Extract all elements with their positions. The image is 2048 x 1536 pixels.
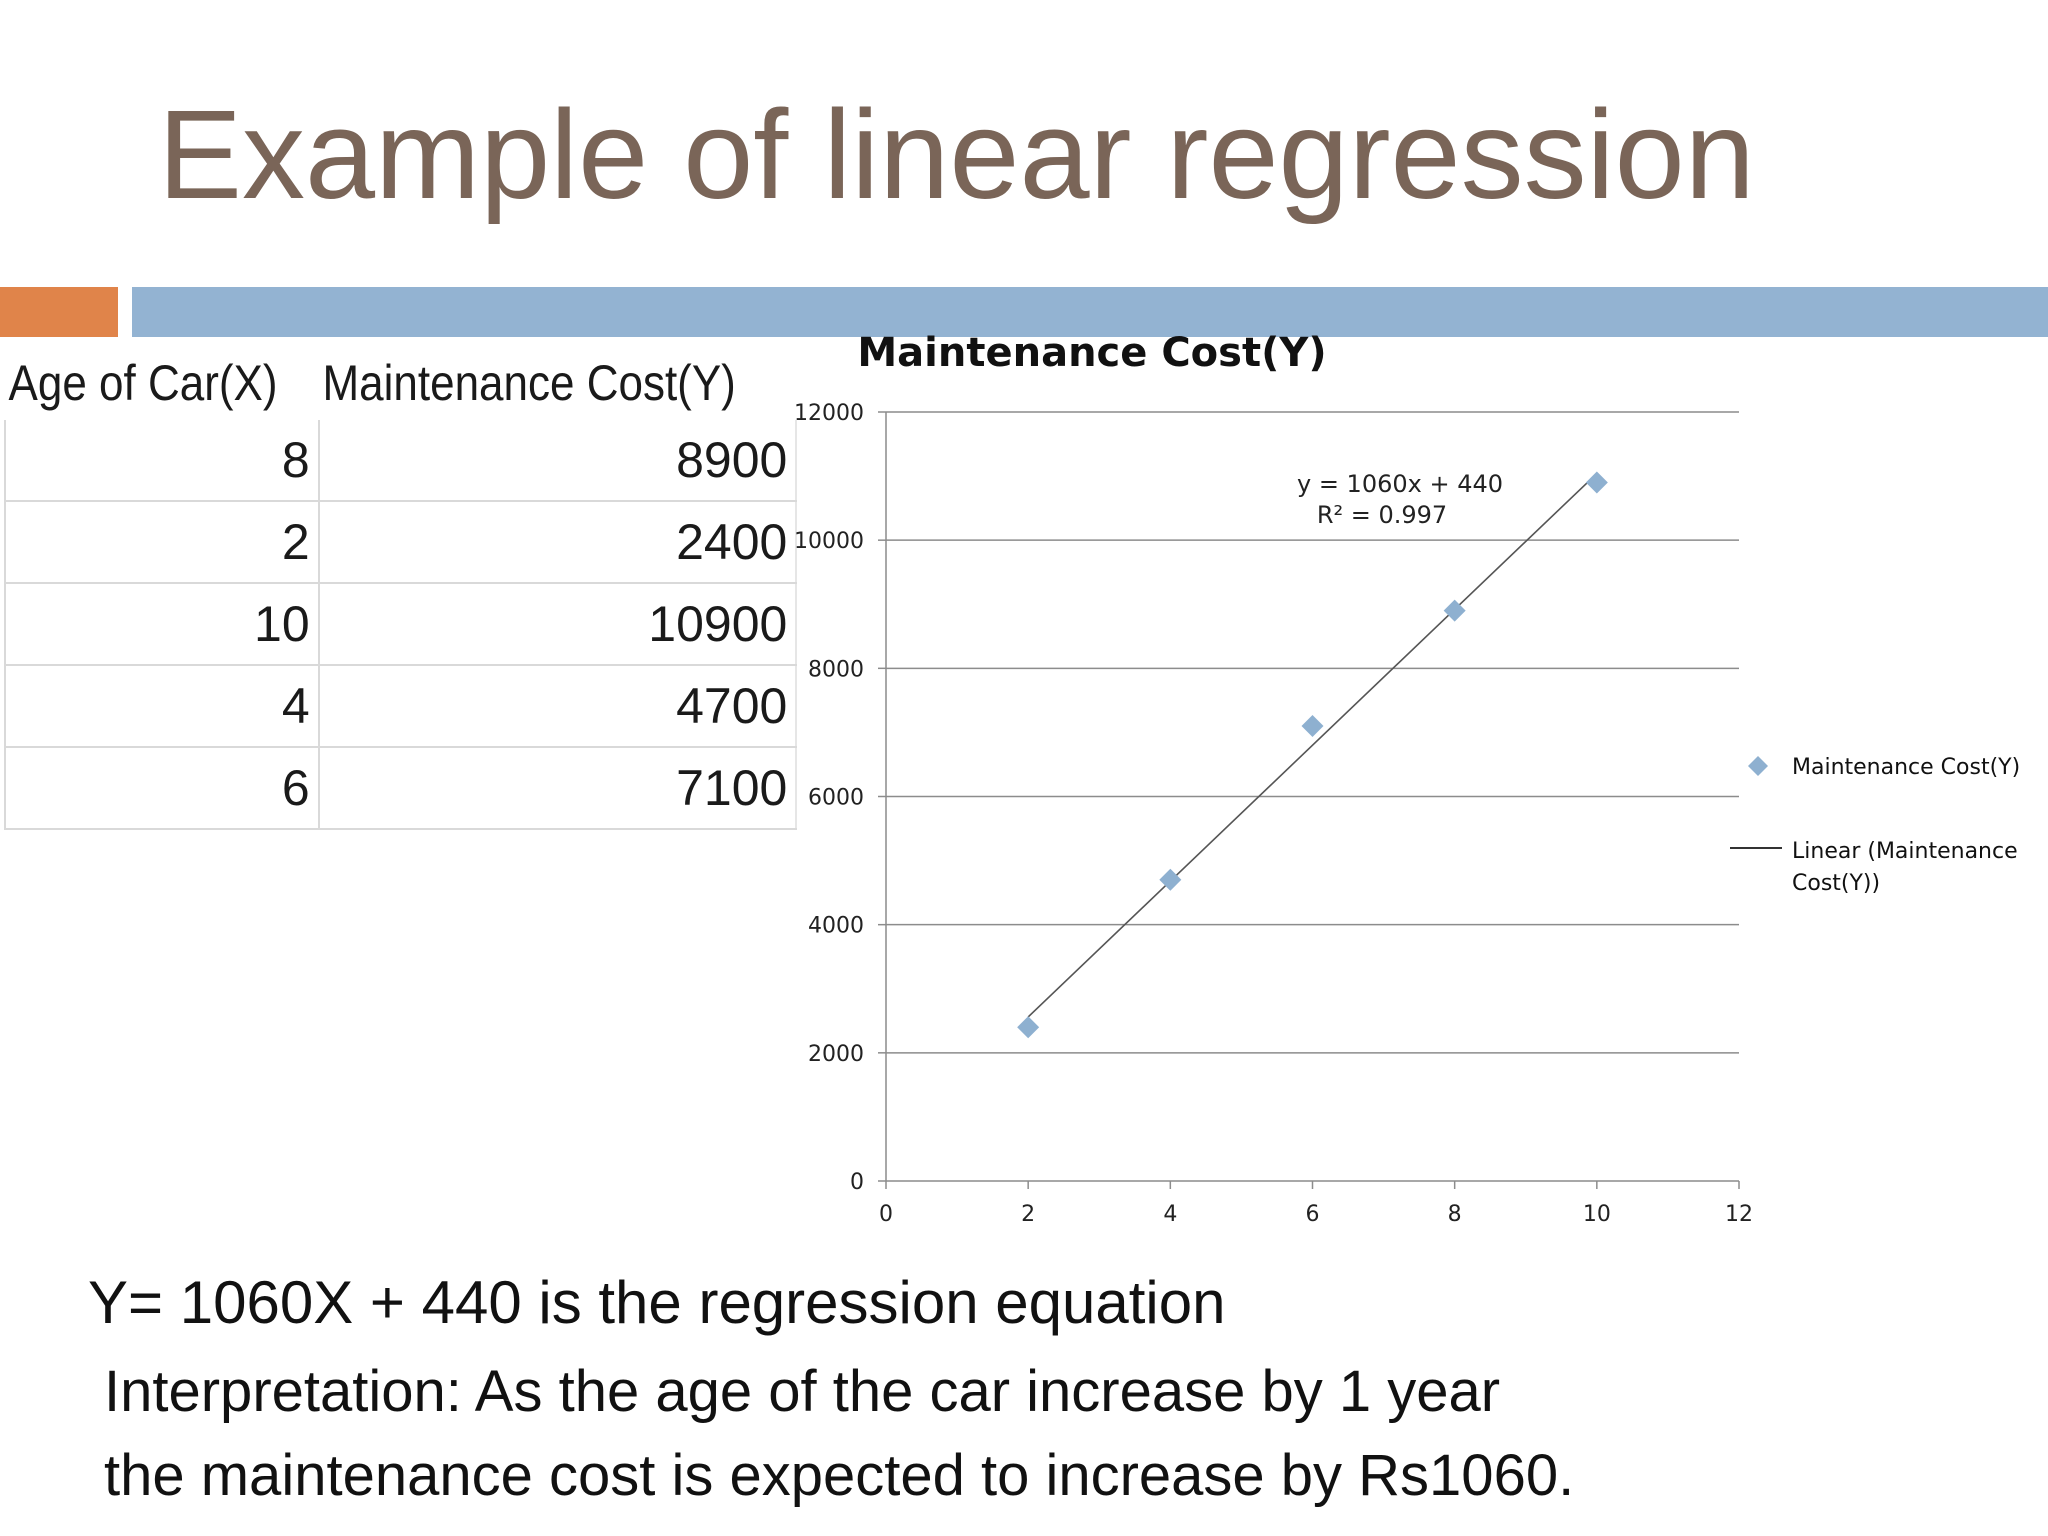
data-point: [1017, 1016, 1040, 1039]
x-tick-label: 8: [1448, 1202, 1462, 1227]
data-point: [1301, 715, 1324, 738]
cell-age: 10: [4, 583, 320, 666]
table-row: 8 8900: [4, 420, 798, 502]
y-tick-label: 10000: [794, 529, 864, 554]
header-maintenance-cost: Maintenance Cost(Y): [322, 355, 736, 411]
legend-trendline-label-2: Cost(Y)): [1792, 871, 1880, 896]
cell-cost: 8900: [318, 420, 798, 502]
legend-marker-diamond: [1748, 756, 1768, 776]
x-tick-label: 0: [879, 1202, 893, 1227]
cell-age: 8: [4, 420, 320, 502]
r-squared-label: R² = 0.997: [1317, 501, 1447, 529]
x-tick-label: 4: [1163, 1202, 1177, 1227]
data-table: Age of Car(X) Maintenance Cost(Y) 8 8900…: [4, 346, 798, 830]
cell-age: 6: [4, 747, 320, 830]
table-header-row: Age of Car(X) Maintenance Cost(Y): [5, 346, 796, 420]
axes: 0 2000 4000 6000 8000 10000 12000 0 2 4 6 8 10 12: [794, 401, 1753, 1227]
legend-trendline-label-1: Linear (Maintenance: [1792, 839, 2018, 864]
header-age-of-car: Age of Car(X): [8, 355, 278, 411]
y-tick-label: 4000: [808, 914, 864, 939]
x-tick-label: 6: [1306, 1202, 1320, 1227]
accent-bar-blue: [132, 287, 2048, 337]
interpretation-line-1: Interpretation: As the age of the car in…: [104, 1359, 1501, 1424]
y-tick-label: 12000: [794, 401, 864, 426]
legend-series-label: Maintenance Cost(Y): [1792, 755, 2020, 780]
table-row: 4 4700: [4, 665, 798, 748]
x-tick-label: 10: [1583, 1202, 1611, 1227]
cell-age: 2: [4, 501, 320, 584]
table-row: 10 10900: [4, 583, 798, 666]
y-tick-label: 6000: [808, 786, 864, 811]
chart-legend: Maintenance Cost(Y) Linear (Maintenance …: [1730, 755, 2020, 896]
trendline: [1027, 472, 1598, 1018]
data-point: [1443, 599, 1466, 622]
y-tick-label: 0: [850, 1170, 864, 1195]
data-points: [1017, 471, 1608, 1039]
regression-equation-text: Y= 1060X + 440 is the regression equatio…: [88, 1269, 1226, 1336]
cell-cost: 4700: [318, 665, 798, 748]
x-tick-label: 12: [1725, 1202, 1753, 1227]
scatter-chart: Maintenance Cost(Y) 02000400060008000100…: [794, 330, 2020, 1227]
cell-cost: 10900: [318, 583, 798, 666]
data-point: [1159, 868, 1182, 891]
trendline-layer: [1027, 472, 1598, 1018]
data-point: [1585, 471, 1608, 494]
slide-title: Example of linear regression: [158, 84, 1755, 225]
table-row: 6 7100: [4, 747, 798, 830]
cell-cost: 7100: [318, 747, 798, 830]
trendline-equation: y = 1060x + 440: [1297, 470, 1503, 498]
cell-age: 4: [4, 665, 320, 748]
accent-bar-orange: [0, 287, 118, 337]
table-row: 2 2400: [4, 501, 798, 584]
chart-title: Maintenance Cost(Y): [857, 330, 1326, 376]
interpretation-line-2: the maintenance cost is expected to incr…: [104, 1443, 1575, 1508]
x-tick-label: 2: [1021, 1202, 1035, 1227]
y-tick-label: 8000: [808, 657, 864, 682]
gridlines: [886, 411, 1739, 1054]
cell-cost: 2400: [318, 501, 798, 584]
y-tick-label: 2000: [808, 1042, 864, 1067]
